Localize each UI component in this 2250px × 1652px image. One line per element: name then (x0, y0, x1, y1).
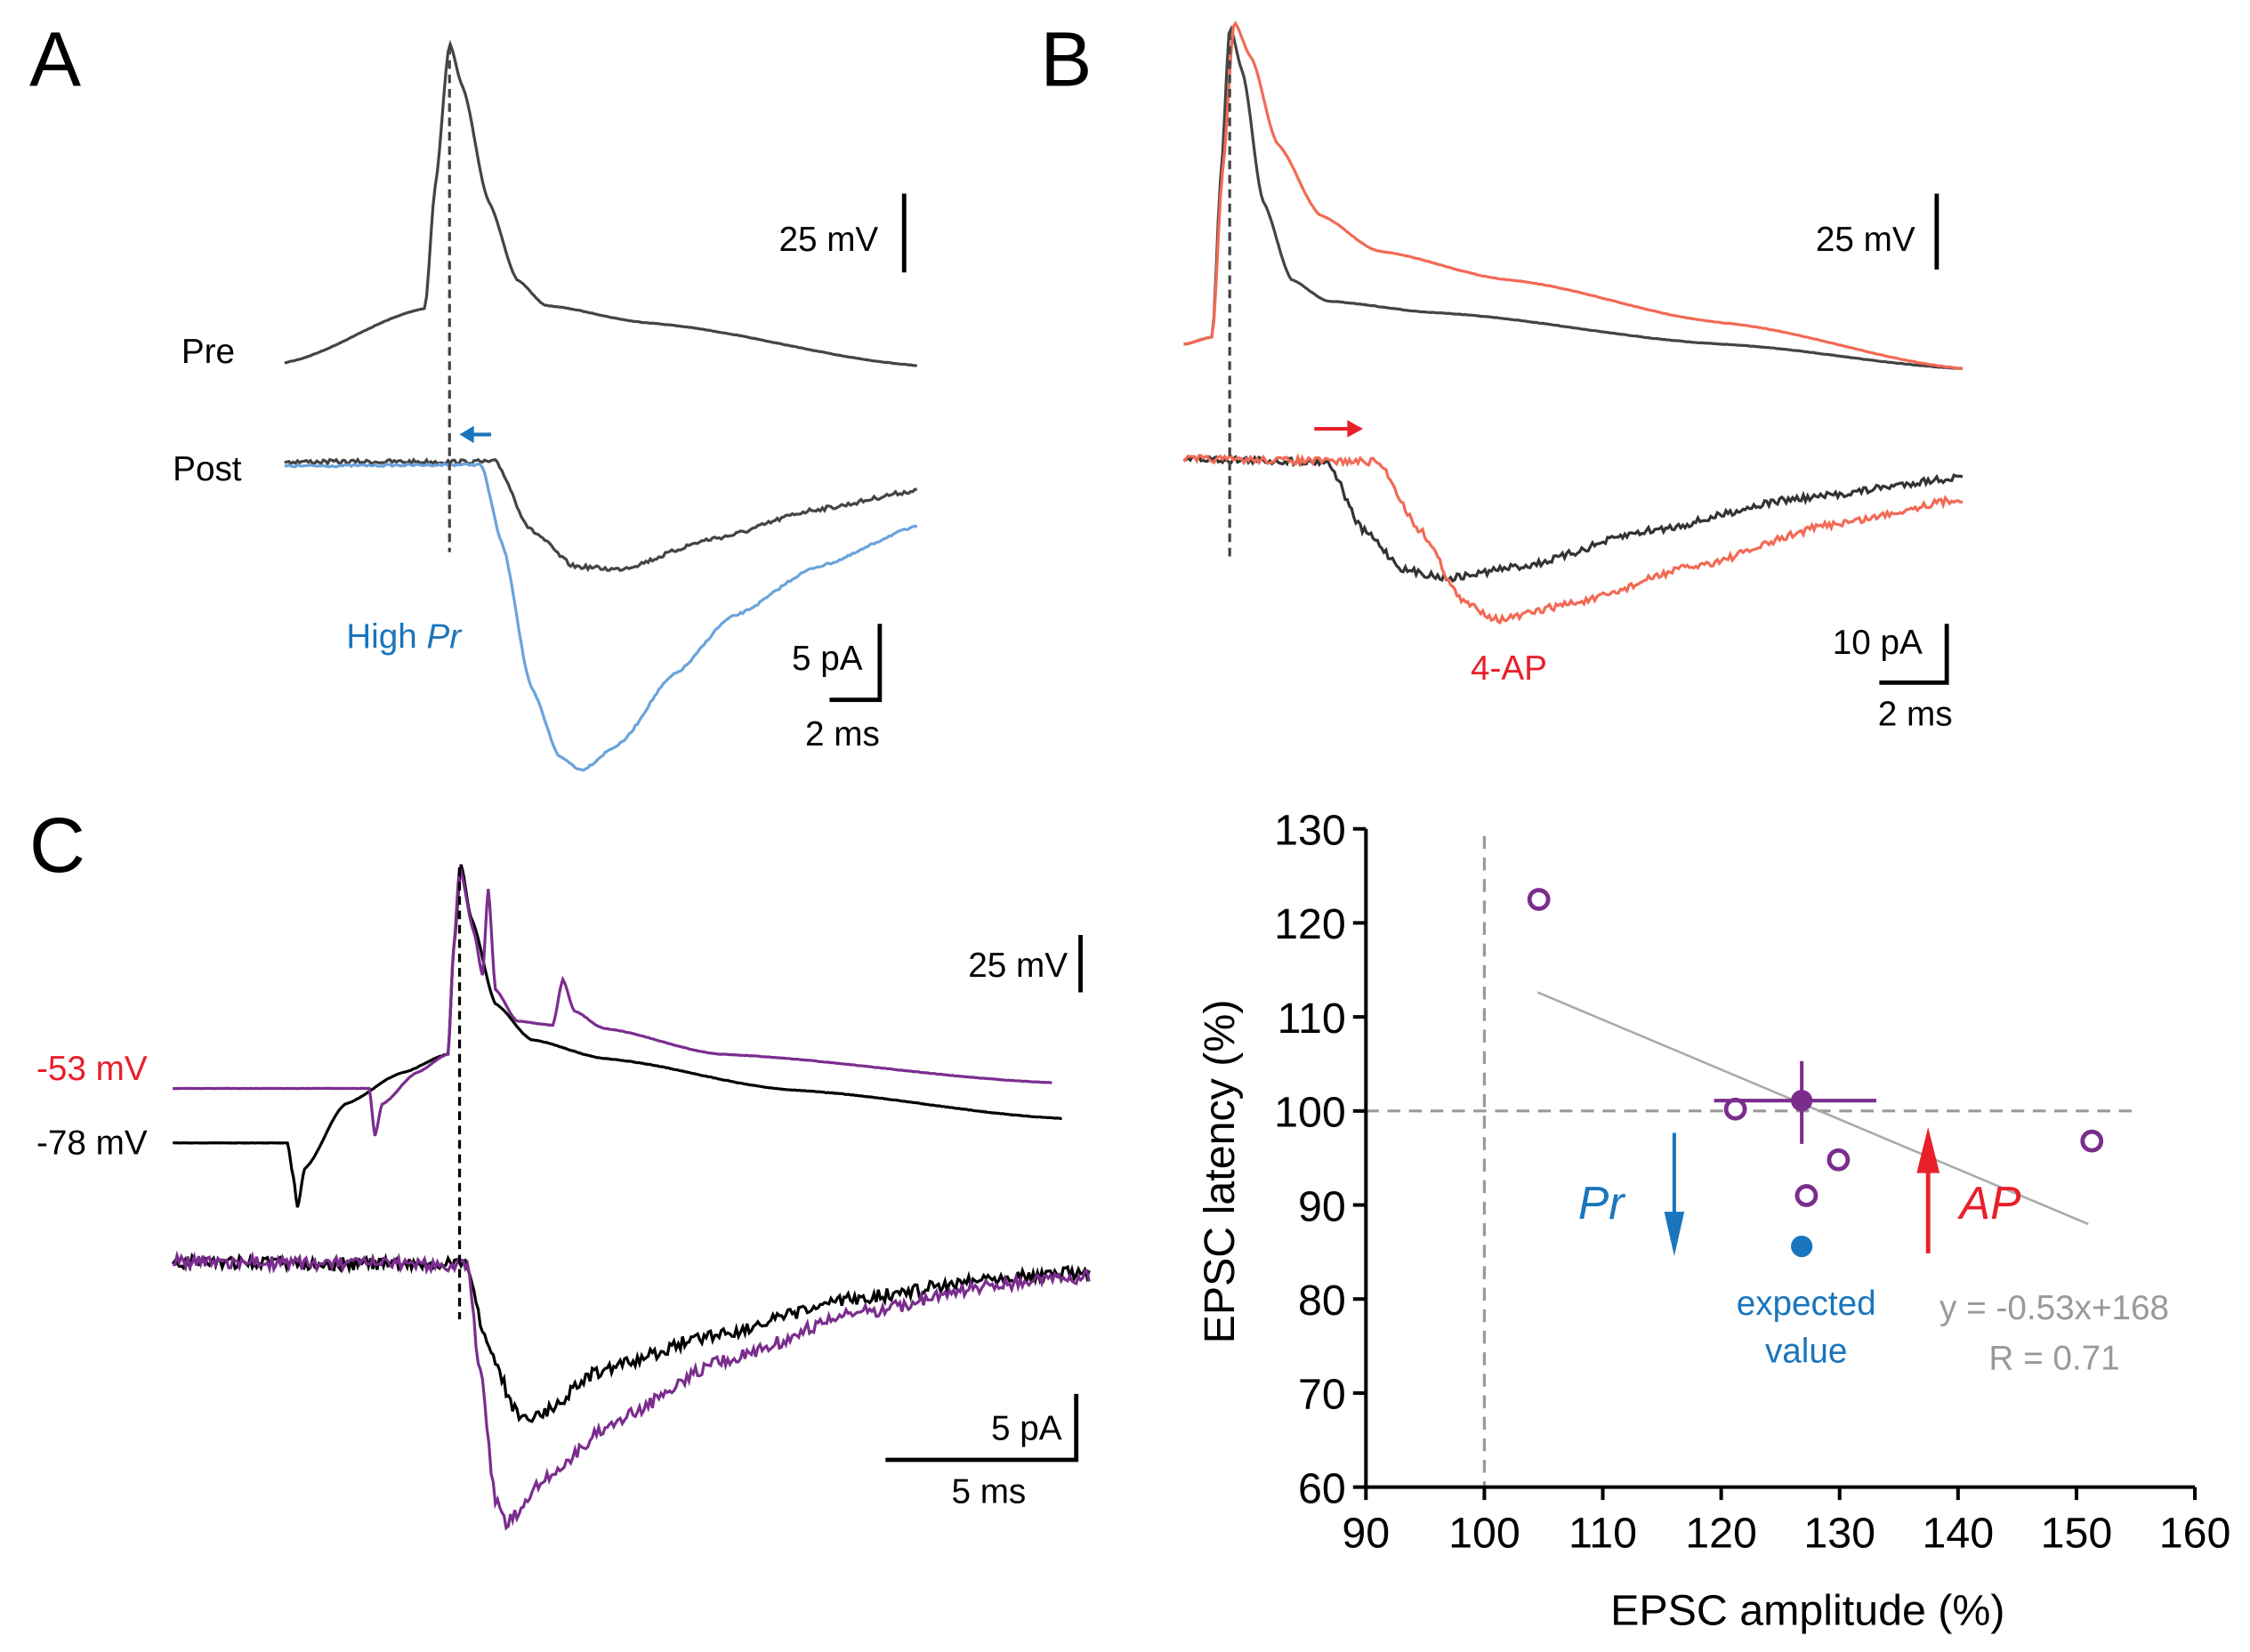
a-time-scale-label: 2 ms (805, 715, 880, 753)
a-current-time-scale-bar (829, 624, 883, 703)
x-tick-label: 100 (1448, 1509, 1520, 1557)
a-left-arrow-icon (459, 425, 492, 444)
fit-r-value: R = 0.71 (1988, 1339, 2119, 1377)
b-voltage-scale-label: 25 mV (1816, 221, 1915, 259)
c-depolarized-holding-label: -53 mV (36, 1050, 148, 1088)
data-point (1723, 1097, 1747, 1121)
c-hyperpolarized-holding-label: -78 mV (36, 1124, 148, 1163)
pr-arrow-label: Pr (1578, 1177, 1625, 1229)
x-tick-label: 110 (1569, 1509, 1637, 1557)
data-point (1794, 1184, 1819, 1207)
y-tick-label: 100 (1274, 1089, 1346, 1137)
y-axis-label: EPSC latency (%) (1196, 1000, 1244, 1344)
data-points (1527, 888, 2104, 1258)
a-presynaptic-trace (284, 39, 917, 367)
x-axis-label: EPSC amplitude (%) (1610, 1586, 2004, 1634)
c-voltage-scale-label: 25 mV (968, 947, 1068, 985)
y-tick-label: 130 (1274, 806, 1346, 854)
panel-label-a: A (29, 17, 81, 103)
b-presynaptic-control-trace (1183, 25, 1964, 371)
x-tick-label: 120 (1685, 1509, 1757, 1557)
a-pre-label: Pre (181, 333, 235, 371)
expected-value-label-line1: expected (1737, 1285, 1876, 1323)
panel-a: Pre Post High Pr 25 mV 5 pA 2 ms (173, 39, 918, 772)
a-voltage-scale-label: 25 mV (778, 221, 878, 259)
expected-value-label-line2: value (1765, 1332, 1847, 1370)
x-tick-label: 140 (1922, 1509, 1994, 1557)
x-tick-label: 130 (1803, 1509, 1875, 1557)
c-postsynaptic-hyperpolarized-trace (171, 1252, 1091, 1423)
x-tick-label: 150 (2041, 1509, 2113, 1557)
b-postsynaptic-4ap-trace (1182, 452, 1963, 625)
x-tick-label: 160 (2159, 1509, 2231, 1557)
y-tick-label: 60 (1298, 1464, 1346, 1512)
a-postsynaptic-high-pr-trace (284, 462, 918, 772)
c-current-time-scale-bar (885, 1393, 1079, 1463)
c-current-scale-label: 5 pA (991, 1409, 1062, 1447)
a-post-label: Post (173, 450, 242, 488)
data-point (1527, 888, 1551, 911)
fit-equation: y = -0.53x+168 (1940, 1289, 2169, 1327)
c-presynaptic-hyperpolarized-trace (172, 864, 1062, 1208)
x-tick-label: 90 (1342, 1509, 1390, 1557)
c-time-scale-label: 5 ms (951, 1472, 1026, 1511)
b-right-arrow-icon (1314, 420, 1364, 438)
y-tick-label: 110 (1278, 995, 1346, 1043)
latency-vs-amplitude-scatter: 90 100 110 120 130 140 150 160 60 70 80 90 100 110 120… (1196, 806, 2230, 1634)
b-current-scale-label: 10 pA (1833, 624, 1923, 662)
y-tick-label: 90 (1298, 1182, 1346, 1230)
reference-lines (1366, 835, 2138, 1487)
y-tick-label: 120 (1274, 900, 1346, 948)
expected-value-point (1791, 1235, 1813, 1258)
data-point (1827, 1148, 1851, 1172)
regression-line (1536, 991, 2089, 1226)
b-postsynaptic-control-trace (1183, 453, 1964, 583)
ap-up-arrow-icon (1916, 1127, 1940, 1253)
panel-label-b: B (1040, 17, 1092, 103)
data-point (2080, 1129, 2104, 1153)
b-current-time-scale-bar (1879, 624, 1949, 685)
b-presynaptic-4ap-trace (1183, 20, 1963, 370)
c-postsynaptic-depolarized-trace (173, 1250, 1091, 1531)
y-tick-label: 80 (1298, 1277, 1346, 1325)
c-presynaptic-depolarized-trace (172, 866, 1052, 1137)
b-4ap-label: 4-AP (1471, 649, 1547, 688)
panel-c: -53 mV -78 mV 25 mV 5 pA 5 ms (36, 864, 1091, 1531)
a-postsynaptic-control-trace (284, 456, 917, 573)
panel-label-c: C (29, 802, 85, 889)
y-tick-label: 70 (1298, 1371, 1346, 1419)
panel-b: 4-AP 25 mV 10 pA 2 ms (1182, 20, 1964, 734)
axes: 90 100 110 120 130 140 150 160 60 70 80 90 100 110 120… (1274, 806, 2230, 1557)
b-time-scale-label: 2 ms (1878, 696, 1953, 734)
pr-down-arrow-icon (1664, 1132, 1685, 1257)
a-current-scale-label: 5 pA (792, 640, 863, 678)
a-high-pr-label: High Pr (346, 618, 463, 657)
mean-point (1791, 1090, 1813, 1112)
ap-arrow-label: AP (1957, 1177, 2021, 1229)
